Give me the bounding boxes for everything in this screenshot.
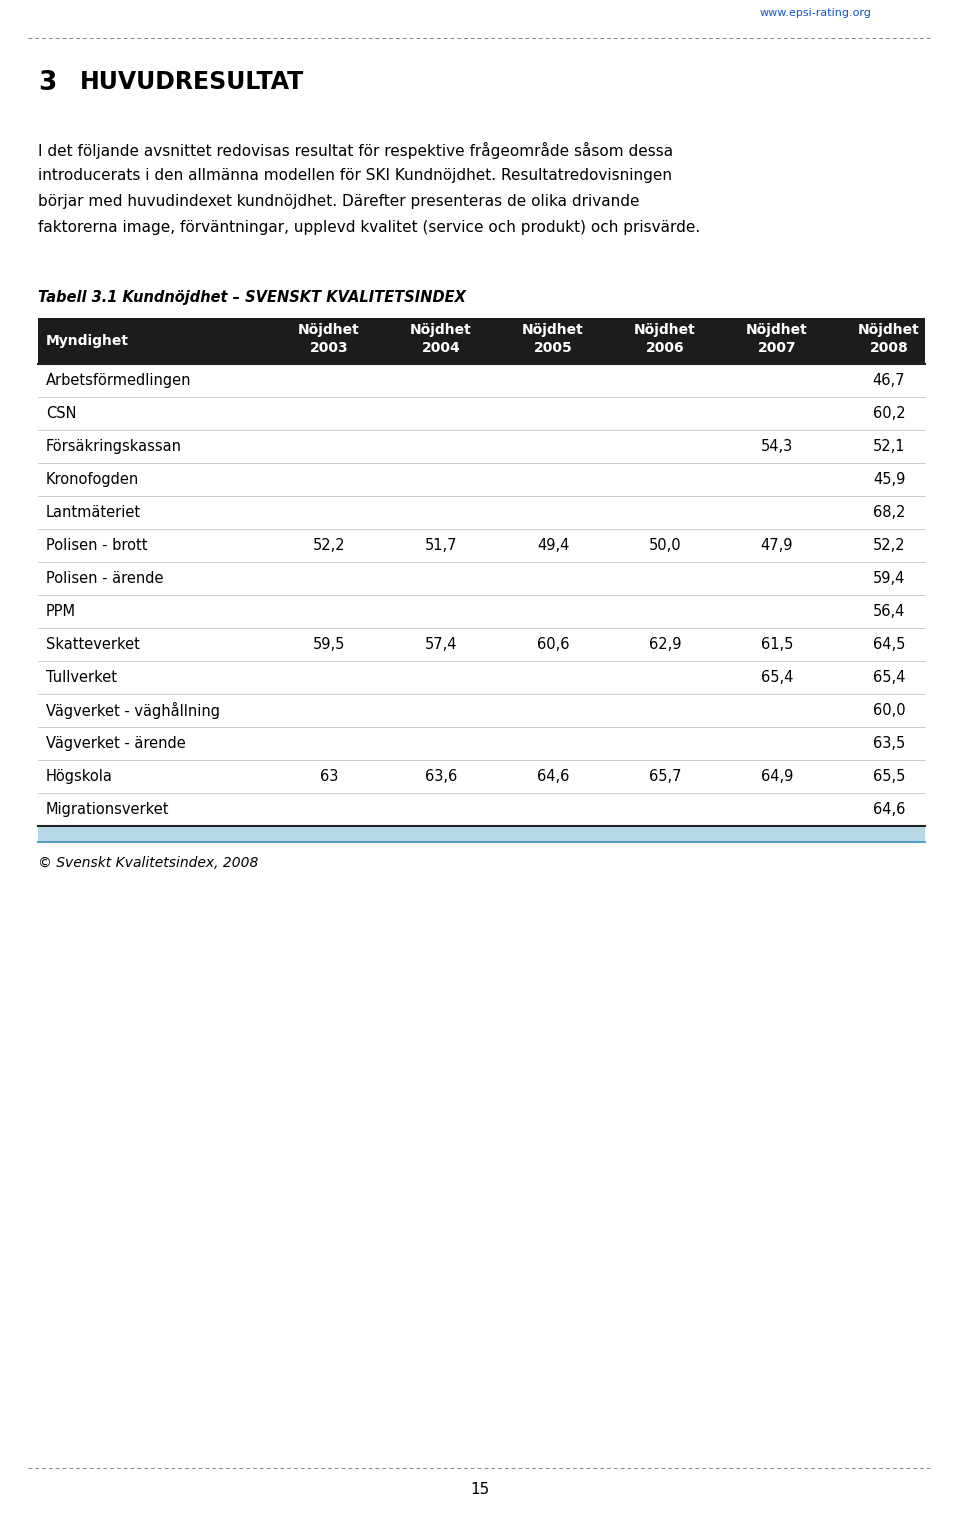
Text: I det följande avsnittet redovisas resultat för respektive frågeområde såsom des: I det följande avsnittet redovisas resul… [38, 141, 673, 159]
Text: Nöjdhet: Nöjdhet [746, 324, 808, 337]
Bar [38, 760, 925, 793]
Text: HUVUDRESULTAT: HUVUDRESULTAT [80, 70, 304, 94]
Text: 2008: 2008 [870, 340, 908, 355]
Text: 54,3: 54,3 [761, 439, 793, 454]
Text: 63,6: 63,6 [425, 769, 457, 784]
Bar [38, 463, 925, 497]
Text: introducerats i den allmänna modellen för SKI Kundnöjdhet. Resultatredovisningen: introducerats i den allmänna modellen fö… [38, 169, 672, 182]
Text: 63: 63 [320, 769, 338, 784]
Text: 47,9: 47,9 [760, 538, 793, 553]
Text: Kronofogden: Kronofogden [46, 472, 139, 488]
Text: www.epsi-rating.org: www.epsi-rating.org [760, 8, 872, 18]
Text: 61,5: 61,5 [761, 636, 793, 652]
Text: 68,2: 68,2 [873, 504, 905, 519]
Text: 59,5: 59,5 [313, 636, 346, 652]
Bar [38, 595, 925, 627]
Text: Högskola: Högskola [46, 769, 113, 784]
Bar [38, 694, 925, 728]
Bar [38, 728, 925, 760]
Text: 62,9: 62,9 [649, 636, 682, 652]
Text: Tabell 3.1 Kundnöjdhet – SVENSKT KVALITETSINDEX: Tabell 3.1 Kundnöjdhet – SVENSKT KVALITE… [38, 290, 466, 305]
Text: Arbetsförmedlingen: Arbetsförmedlingen [46, 374, 191, 387]
Text: 2007: 2007 [757, 340, 796, 355]
Text: Polisen - brott: Polisen - brott [46, 538, 148, 553]
Bar [38, 562, 925, 595]
Text: 51,7: 51,7 [424, 538, 457, 553]
Text: 64,6: 64,6 [537, 769, 569, 784]
Text: 63,5: 63,5 [873, 737, 905, 750]
Text: © Svenskt Kvalitetsindex, 2008: © Svenskt Kvalitetsindex, 2008 [38, 857, 258, 870]
Text: 2005: 2005 [534, 340, 572, 355]
Text: Migrationsverket: Migrationsverket [46, 802, 170, 817]
Text: Polisen - ärende: Polisen - ärende [46, 571, 163, 586]
Text: Nöjdhet: Nöjdhet [635, 324, 696, 337]
Text: 45,9: 45,9 [873, 472, 905, 488]
Text: 15: 15 [470, 1483, 490, 1498]
Text: börjar med huvudindexet kundnöjdhet. Därefter presenteras de olika drivande: börjar med huvudindexet kundnöjdhet. Där… [38, 194, 639, 210]
Bar [38, 396, 925, 430]
Text: 2004: 2004 [421, 340, 461, 355]
Text: 65,4: 65,4 [873, 670, 905, 685]
Text: 64,9: 64,9 [761, 769, 793, 784]
Text: 59,4: 59,4 [873, 571, 905, 586]
Text: 60,2: 60,2 [873, 406, 905, 421]
Text: 60,0: 60,0 [873, 703, 905, 718]
Text: 65,7: 65,7 [649, 769, 682, 784]
Text: Nöjdhet: Nöjdhet [522, 324, 584, 337]
Text: Skatteverket: Skatteverket [46, 636, 140, 652]
Text: 64,5: 64,5 [873, 636, 905, 652]
Bar [38, 661, 925, 694]
Text: 2003: 2003 [310, 340, 348, 355]
Text: 46,7: 46,7 [873, 374, 905, 387]
Bar [38, 793, 925, 826]
Text: 2006: 2006 [646, 340, 684, 355]
Bar [38, 497, 925, 529]
Text: 52,2: 52,2 [313, 538, 346, 553]
Text: Tullverket: Tullverket [46, 670, 117, 685]
Text: 3: 3 [38, 70, 57, 96]
Text: Lantmäteriet: Lantmäteriet [46, 504, 141, 519]
Text: faktorerna image, förväntningar, upplevd kvalitet (service och produkt) och pris: faktorerna image, förväntningar, upplevd… [38, 220, 700, 235]
Text: Nöjdhet: Nöjdhet [858, 324, 920, 337]
Bar [38, 365, 925, 396]
Bar [38, 430, 925, 463]
Text: Försäkringskassan: Försäkringskassan [46, 439, 182, 454]
Text: Nöjdhet: Nöjdhet [410, 324, 472, 337]
Text: Nöjdhet: Nöjdhet [299, 324, 360, 337]
Text: 64,6: 64,6 [873, 802, 905, 817]
Text: 52,1: 52,1 [873, 439, 905, 454]
Bar [38, 826, 925, 842]
Text: CSN: CSN [46, 406, 77, 421]
Text: 52,2: 52,2 [873, 538, 905, 553]
Text: 49,4: 49,4 [537, 538, 569, 553]
Text: Vägverket - ärende: Vägverket - ärende [46, 737, 185, 750]
Text: 60,6: 60,6 [537, 636, 569, 652]
Bar [38, 529, 925, 562]
Text: PPM: PPM [46, 605, 76, 620]
Text: 65,5: 65,5 [873, 769, 905, 784]
Text: Vägverket - väghållning: Vägverket - väghållning [46, 702, 220, 718]
Text: 57,4: 57,4 [424, 636, 457, 652]
Text: 50,0: 50,0 [649, 538, 682, 553]
Bar [38, 317, 925, 365]
Text: 56,4: 56,4 [873, 605, 905, 620]
Bar [38, 627, 925, 661]
Text: Myndighet: Myndighet [46, 334, 129, 348]
Text: 65,4: 65,4 [761, 670, 793, 685]
